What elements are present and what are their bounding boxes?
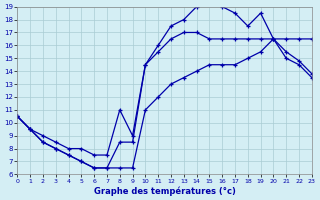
X-axis label: Graphe des températures (°c): Graphe des températures (°c) [94,186,236,196]
